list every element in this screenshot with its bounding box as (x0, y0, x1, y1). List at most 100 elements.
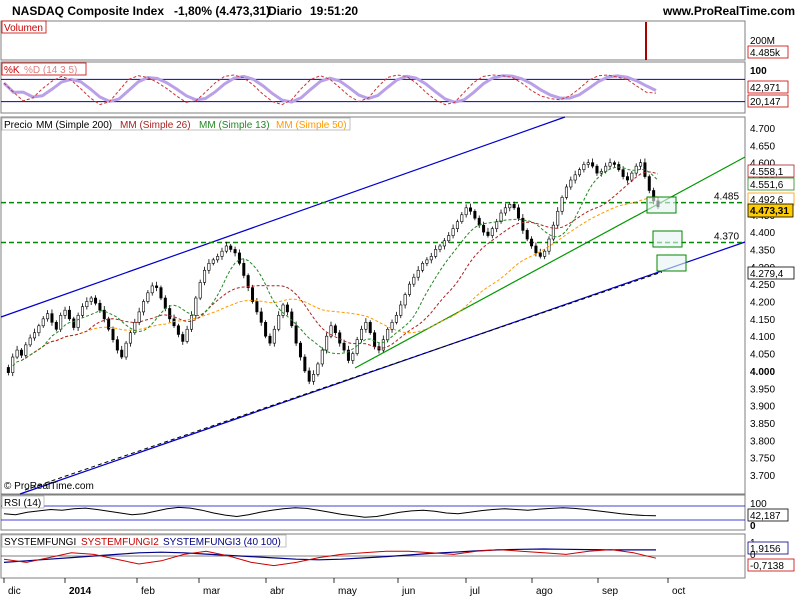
candle-body (547, 238, 551, 252)
zone-box-1 (646, 196, 677, 214)
month-label: ago (536, 586, 553, 597)
candle-body (220, 250, 224, 257)
candle-body (447, 235, 451, 242)
fungi-tick-0: 0 (750, 550, 756, 561)
price-legend-2: MM (Simple 26) (120, 120, 191, 131)
candle-body (207, 263, 211, 271)
candle-body (85, 301, 89, 308)
timestamp: 19:51:20 (310, 4, 359, 18)
candle-body (242, 263, 246, 276)
candle-body (499, 212, 503, 222)
candle-body (46, 313, 50, 320)
candle-body (15, 349, 19, 358)
rsi-line (3, 506, 657, 518)
stoch-title-box (1, 62, 87, 76)
candle-body (281, 304, 285, 316)
price-tick: 3.800 (750, 436, 775, 447)
candle-body (368, 322, 372, 334)
last-price-label: 4.473,31 (750, 206, 789, 217)
fungi-blue-line (3, 548, 656, 563)
ma-simple-13 (12, 166, 659, 367)
price-panel: 4.7004.6504.6004.5504.5004.4504.4004.350… (0, 116, 795, 495)
candle-body (76, 315, 80, 328)
price-tick: 3.850 (750, 419, 775, 430)
fungi-title-2: SYSTEMFUNGI2 (81, 537, 159, 548)
candle-body (224, 245, 228, 252)
price-tick: 4.700 (750, 124, 775, 135)
candle-body (33, 332, 37, 339)
candle-body (538, 252, 542, 257)
candle-body (294, 325, 298, 344)
stoch-last-k-box (747, 80, 789, 94)
candle-body (259, 311, 263, 323)
stoch-last-d: 20,147 (750, 97, 781, 108)
candle-body (464, 207, 468, 216)
month-label: jun (401, 586, 415, 597)
candle-body (37, 325, 41, 334)
candle-body (203, 269, 207, 283)
fungi-last-blue: 1,9156 (750, 544, 781, 555)
candle-body (146, 292, 150, 302)
stoch-last-k: 42,971 (750, 83, 781, 94)
candle-body (89, 297, 93, 302)
candle-body (412, 276, 416, 285)
rsi-tick-100: 100 (750, 499, 767, 510)
price-tick: 4.250 (750, 280, 775, 291)
price-tick: 3.700 (750, 471, 775, 482)
price-tick: 3.950 (750, 384, 775, 395)
candle-body (516, 207, 520, 219)
candle-body (111, 328, 115, 340)
candle-body (442, 240, 446, 247)
candle-body (390, 322, 394, 330)
fungi-last-red-box (747, 558, 795, 572)
fungi-last-red: -0,7138 (750, 561, 784, 572)
candle-body (277, 315, 281, 330)
candle-body (198, 282, 202, 299)
candle-body (128, 332, 132, 344)
candle-body (591, 162, 595, 167)
candle-body (150, 285, 154, 294)
candle-body (521, 217, 525, 231)
stoch-k-line (3, 74, 657, 106)
price-tick: 4.000 (750, 367, 775, 378)
price-tick: 4.350 (750, 245, 775, 256)
candle-body (556, 210, 560, 226)
candle-body (351, 353, 355, 361)
candle-body (482, 224, 486, 233)
candle-body (508, 204, 512, 209)
candle-body (477, 217, 481, 226)
price-change: -1,80% (4.473,31) (174, 4, 271, 18)
candle-body (28, 337, 32, 346)
zone-box-2 (652, 230, 683, 248)
candle-body (608, 162, 612, 167)
candle-body (19, 349, 23, 356)
candle-body (512, 204, 516, 209)
price-tick: 4.200 (750, 298, 775, 309)
candle-body (486, 231, 490, 236)
label-mm50: 4.492,6 (750, 195, 784, 206)
month-label: feb (141, 586, 155, 597)
candle-body (621, 169, 625, 177)
candle-body (251, 287, 255, 302)
ma-simple-50 (29, 196, 659, 356)
zone-box-3 (656, 254, 687, 272)
candle-body (525, 230, 529, 240)
month-label: mar (203, 586, 221, 597)
fungi-last-blue-box (747, 541, 789, 555)
candle-body (399, 304, 403, 316)
candle-body (320, 349, 324, 365)
candle-body (312, 374, 316, 382)
price-legend-4: MM (Simple 50) (276, 120, 347, 131)
candle-body (185, 328, 189, 342)
month-label: jul (469, 586, 480, 597)
candle-body (211, 259, 215, 264)
candle-body (634, 165, 638, 174)
candle-body (473, 210, 477, 219)
candle-body (612, 162, 616, 165)
candle-body (133, 322, 137, 334)
candle-body (543, 250, 547, 257)
trend-support-line (354, 156, 746, 369)
candle-body (137, 311, 141, 323)
candle-body (364, 322, 368, 330)
